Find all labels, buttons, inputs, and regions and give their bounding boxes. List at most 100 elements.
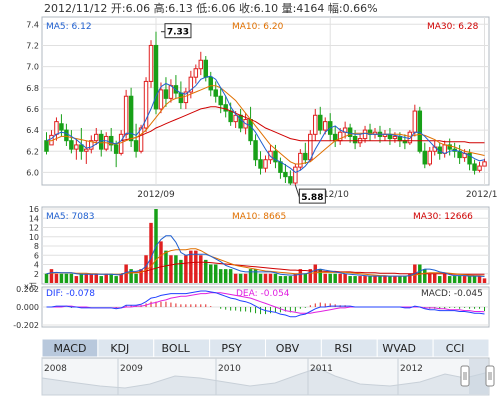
volume-bar (64, 273, 69, 283)
candle-body (482, 161, 487, 167)
volume-bar (408, 273, 412, 283)
volume-bar (263, 273, 268, 283)
tab-obv[interactable]: OBV (265, 338, 322, 358)
price-y-tick-label: 7.2 (26, 41, 39, 50)
volume-unit-label: x万 (24, 282, 37, 291)
annotation-leader (294, 184, 300, 198)
volume-bar (79, 273, 84, 283)
candle-body (273, 150, 278, 163)
volume-bar (164, 250, 168, 283)
candle-body (203, 59, 209, 78)
tab-kdj[interactable]: KDJ (97, 338, 155, 358)
candle-body (472, 163, 477, 171)
volume-y-tick-label: 10 (29, 233, 39, 242)
tab-label: MACD (53, 342, 86, 355)
candle-body (113, 144, 119, 154)
volume-bar (323, 273, 327, 283)
candle-body (183, 91, 189, 104)
candle-body (308, 133, 313, 161)
volume-bar (144, 255, 148, 283)
volume-bar (179, 259, 183, 283)
tab-wvad[interactable]: WVAD (376, 338, 434, 358)
volume-bar (398, 276, 402, 283)
candle-body (412, 110, 418, 133)
candle-body (213, 89, 218, 97)
price-legend-ma30: MA30: 6.28 (427, 22, 479, 32)
volume-bar (432, 273, 437, 283)
tab-macd[interactable]: MACD (41, 338, 99, 358)
volume-bar (74, 276, 79, 283)
price-y-tick-label: 7.4 (26, 20, 39, 29)
price-legend-ma5: MA5: 6.12 (46, 22, 92, 32)
volume-bar (437, 276, 442, 283)
price-x-tick-label: 2012/10 (312, 190, 350, 200)
volume-bar (84, 273, 89, 283)
volume-bar (258, 273, 263, 283)
candle-body (188, 76, 194, 93)
candle-body (118, 133, 124, 154)
annotation-box (298, 188, 326, 204)
volume-bar (109, 273, 113, 283)
volume-bar (298, 269, 303, 283)
volume-bar (318, 269, 322, 283)
candle-body (258, 159, 263, 169)
candle-body (89, 140, 94, 150)
volume-bar (373, 276, 377, 283)
timeline-right-handle[interactable] (485, 365, 495, 387)
candle-body (74, 144, 79, 150)
volume-bar (288, 276, 293, 283)
candle-body (303, 152, 308, 161)
candle-body (427, 150, 433, 165)
tab-cci[interactable]: CCI (432, 338, 490, 358)
volume-ma5-line (46, 235, 485, 277)
price-ma5-line (46, 75, 485, 173)
price-x-tick-label: 2012/09 (137, 190, 175, 200)
volume-bar (388, 276, 392, 283)
volume-bar (243, 273, 248, 283)
volume-bar (477, 276, 482, 283)
candle-body (123, 95, 129, 135)
tab-boll[interactable]: BOLL (153, 338, 211, 358)
volume-bar (119, 273, 123, 283)
volume-bar (482, 278, 487, 283)
volume-bar (204, 259, 208, 283)
candle-body (293, 166, 298, 184)
volume-bar (368, 276, 372, 283)
volume-bar (99, 276, 103, 283)
volume-bar (129, 269, 133, 283)
annotation-box (164, 23, 192, 39)
volume-bar (393, 276, 397, 283)
volume-bar (228, 269, 233, 283)
annotation-label: 5.88 (301, 193, 323, 203)
macd-legend-macd: MACD: -0.045 (421, 289, 483, 299)
candle-body (447, 144, 452, 150)
candle-body (94, 133, 99, 142)
volume-bar (89, 273, 94, 283)
candle-body (54, 121, 59, 135)
tab-rsi[interactable]: RSI (320, 338, 378, 358)
timeline-selection[interactable] (469, 359, 488, 394)
volume-bar (139, 269, 143, 283)
candle-body (422, 150, 428, 165)
tab-psy[interactable]: PSY (209, 338, 266, 358)
candle-body (313, 114, 318, 135)
volume-bar (358, 276, 362, 283)
annotation-label: 7.33 (167, 28, 189, 38)
timeline-year-label: 2010 (218, 364, 241, 374)
volume-bar (194, 250, 198, 283)
tab-label: RSI (334, 342, 352, 355)
candle-body (59, 123, 64, 131)
volume-bar (343, 273, 347, 283)
candle-body (158, 89, 164, 110)
price-ma30-line (121, 106, 485, 144)
volume-bar (199, 255, 203, 283)
volume-bar (428, 273, 432, 283)
candle-body (298, 152, 303, 168)
candle-body (253, 140, 258, 161)
candle-body (193, 68, 199, 78)
timeline-left-handle[interactable] (460, 365, 470, 387)
candle-body (153, 44, 159, 110)
volume-bar (403, 276, 407, 283)
